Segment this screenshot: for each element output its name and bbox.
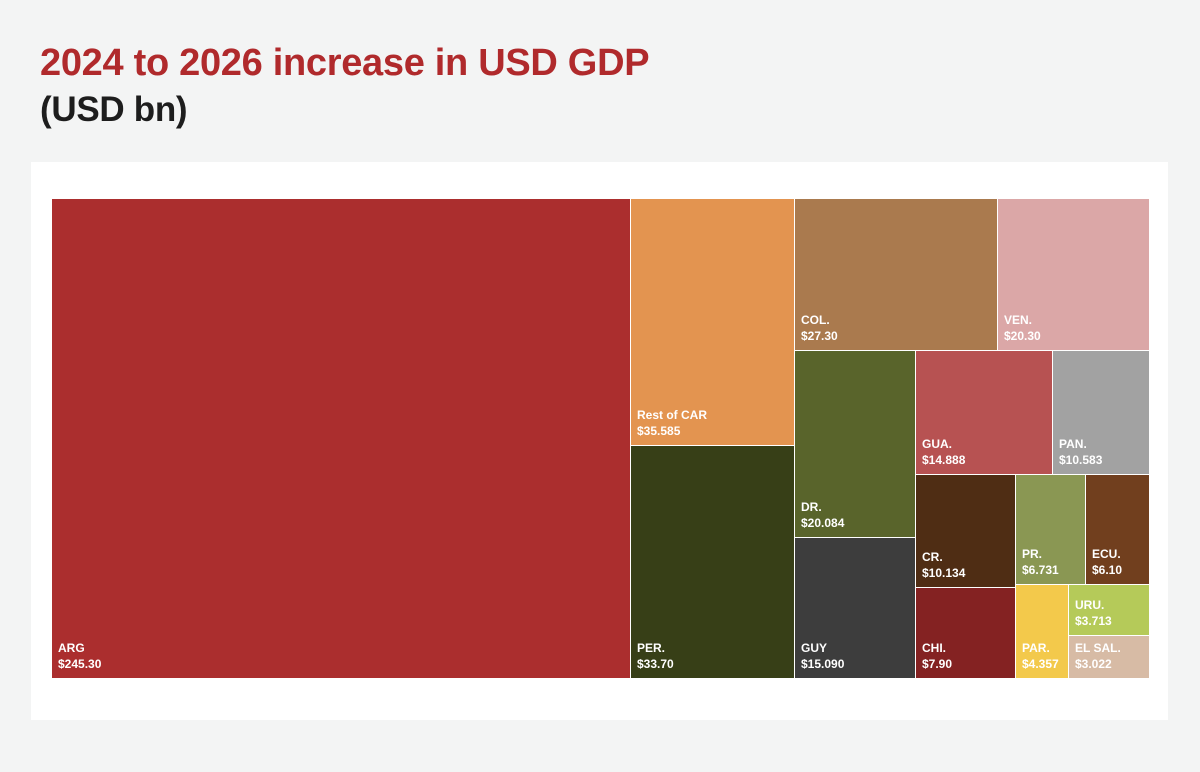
cell-label: Rest of CAR $35.585 — [637, 407, 707, 439]
cell-name: DR. — [801, 500, 822, 514]
cell-value: $4.357 — [1022, 657, 1059, 671]
cell-label: VEN. $20.30 — [1004, 312, 1041, 344]
cell-value: $35.585 — [637, 424, 681, 438]
cell-name: CR. — [922, 550, 943, 564]
cell-name: ARG — [58, 641, 85, 655]
chart-subtitle: (USD bn) — [40, 90, 188, 129]
cell-label: PAR. $4.357 — [1022, 640, 1059, 672]
cell-label: GUY $15.090 — [801, 640, 844, 672]
chart-title: 2024 to 2026 increase in USD GDP — [40, 42, 650, 84]
cell-value: $7.90 — [922, 657, 953, 671]
treemap-cell-cr: CR. $10.134 — [916, 475, 1016, 588]
cell-name: VEN. — [1004, 313, 1033, 327]
treemap-cell-chi: CHI. $7.90 — [916, 588, 1016, 679]
cell-label: ECU. $6.10 — [1092, 546, 1122, 578]
cell-label: CR. $10.134 — [922, 549, 965, 581]
cell-label: PAN. $10.583 — [1059, 436, 1102, 468]
cell-value: $10.583 — [1059, 453, 1103, 467]
cell-name: PAR. — [1022, 641, 1050, 655]
treemap-cell-dr: DR. $20.084 — [795, 351, 916, 538]
cell-value: $10.134 — [922, 566, 966, 580]
cell-name: URU. — [1075, 598, 1105, 612]
cell-label: URU. $3.713 — [1075, 597, 1112, 629]
cell-label: PR. $6.731 — [1022, 546, 1059, 578]
cell-value: $15.090 — [801, 657, 845, 671]
treemap-cell-col: COL. $27.30 — [795, 199, 998, 351]
cell-name: GUA. — [922, 437, 952, 451]
cell-name: EL SAL. — [1075, 641, 1121, 655]
treemap-cell-arg: ARG $245.30 — [52, 199, 631, 679]
cell-name: ECU. — [1092, 547, 1121, 561]
treemap-cell-rest-of-car: Rest of CAR $35.585 — [631, 199, 795, 446]
cell-name: PAN. — [1059, 437, 1087, 451]
cell-value: $27.30 — [801, 329, 838, 343]
treemap-cell-guy: GUY $15.090 — [795, 538, 916, 679]
treemap-cell-pr: PR. $6.731 — [1016, 475, 1086, 585]
cell-value: $20.084 — [801, 516, 845, 530]
treemap-cell-pan: PAN. $10.583 — [1053, 351, 1150, 475]
treemap-cell-uru: URU. $3.713 — [1069, 585, 1150, 636]
cell-label: ARG $245.30 — [58, 640, 101, 672]
cell-value: $14.888 — [922, 453, 966, 467]
cell-name: Rest of CAR — [637, 408, 708, 422]
cell-value: $33.70 — [637, 657, 674, 671]
cell-name: COL. — [801, 313, 830, 327]
cell-name: PR. — [1022, 547, 1043, 561]
cell-label: COL. $27.30 — [801, 312, 838, 344]
treemap-cell-el-sal: EL SAL. $3.022 — [1069, 636, 1150, 679]
treemap-cell-per: PER. $33.70 — [631, 446, 795, 679]
cell-value: $6.10 — [1092, 563, 1123, 577]
cell-label: EL SAL. $3.022 — [1075, 640, 1121, 672]
cell-label: GUA. $14.888 — [922, 436, 965, 468]
treemap: ARG $245.30 Rest of CAR $35.585 PER. $33.70 CO… — [52, 199, 1150, 679]
treemap-cell-ecu: ECU. $6.10 — [1086, 475, 1150, 585]
cell-label: CHI. $7.90 — [922, 640, 952, 672]
cell-label: PER. $33.70 — [637, 640, 674, 672]
cell-value: $20.30 — [1004, 329, 1041, 343]
cell-value: $6.731 — [1022, 563, 1059, 577]
cell-value: $245.30 — [58, 657, 102, 671]
cell-name: PER. — [637, 641, 666, 655]
cell-name: CHI. — [922, 641, 946, 655]
cell-label: DR. $20.084 — [801, 499, 844, 531]
treemap-cell-gua: GUA. $14.888 — [916, 351, 1053, 475]
cell-name: GUY — [801, 641, 828, 655]
cell-value: $3.713 — [1075, 614, 1112, 628]
treemap-cell-ven: VEN. $20.30 — [998, 199, 1150, 351]
treemap-cell-par: PAR. $4.357 — [1016, 585, 1069, 679]
cell-value: $3.022 — [1075, 657, 1112, 671]
